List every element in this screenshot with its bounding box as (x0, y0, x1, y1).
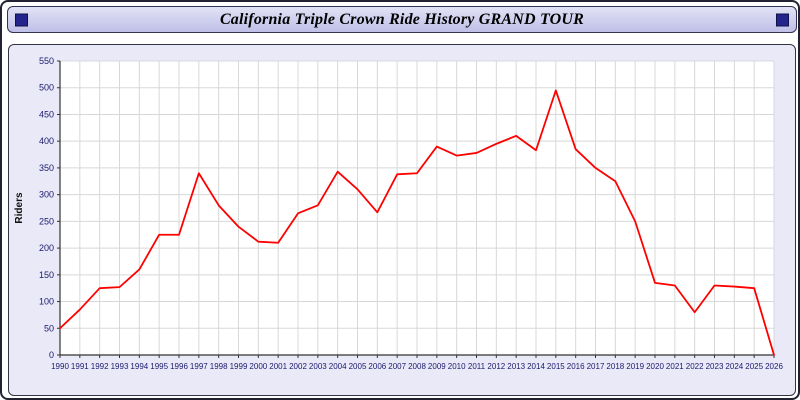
x-tick-label: 1999 (230, 362, 248, 371)
window-titlebar: California Triple Crown Ride History GRA… (7, 6, 797, 33)
x-tick-label: 1997 (190, 362, 208, 371)
x-tick-label: 2023 (706, 362, 724, 371)
x-tick-label: 2018 (606, 362, 624, 371)
x-tick-label: 2002 (289, 362, 307, 371)
y-tick-label: 200 (39, 243, 54, 253)
x-tick-label: 2024 (725, 362, 743, 371)
window-title: California Triple Crown Ride History GRA… (219, 10, 585, 28)
x-tick-label: 1996 (170, 362, 188, 371)
x-tick-label: 2026 (765, 362, 783, 371)
chart-panel: 0 50 100 150 200 250 300 350 400 450 500 550 1990 199… (8, 44, 796, 396)
x-tick-label: 2010 (448, 362, 466, 371)
y-tick-label: 450 (39, 109, 54, 119)
y-tick-label: 550 (39, 56, 54, 66)
x-tick-label: 2001 (269, 362, 287, 371)
x-tick-label: 2015 (547, 362, 565, 371)
riders-series-line (59, 89, 775, 356)
x-tick-label: 2004 (329, 362, 347, 371)
x-tick-label: 2017 (587, 362, 605, 371)
x-tick-label: 2022 (686, 362, 704, 371)
x-tick-label: 2006 (368, 362, 386, 371)
x-tick-label: 1995 (150, 362, 168, 371)
x-tick-label: 2013 (507, 362, 525, 371)
x-tick-label: 1994 (130, 362, 148, 371)
titlebar-right-decoration-icon[interactable] (776, 13, 789, 26)
x-tick-label: 2005 (349, 362, 367, 371)
x-tick-label: 1992 (91, 362, 109, 371)
titlebar-left-decoration-icon[interactable] (15, 13, 28, 26)
x-tick-label: 2007 (388, 362, 406, 371)
y-tick-label: 350 (39, 163, 54, 173)
y-tick-label: 100 (39, 297, 54, 307)
x-tick-label: 2019 (626, 362, 644, 371)
x-tick-label: 2011 (468, 362, 486, 371)
x-tick-label: 1993 (111, 362, 129, 371)
x-tick-label: 2021 (666, 362, 684, 371)
x-tick-label: 2020 (646, 362, 664, 371)
x-tick-label: 1998 (210, 362, 228, 371)
x-tick-label: 1990 (51, 362, 69, 371)
y-tick-label: 400 (39, 136, 54, 146)
x-tick-label: 2014 (527, 362, 545, 371)
x-tick-label: 2025 (745, 362, 763, 371)
x-tick-label: 2003 (309, 362, 327, 371)
x-tick-label: 1991 (71, 362, 89, 371)
x-tick-label: 2009 (428, 362, 446, 371)
x-tick-label: 2012 (487, 362, 505, 371)
x-tick-label: 2016 (567, 362, 585, 371)
y-tick-label: 500 (39, 83, 54, 93)
y-tick-label: 300 (39, 190, 54, 200)
y-tick-label: 150 (39, 270, 54, 280)
y-tick-label: 0 (49, 350, 54, 360)
y-axis-title: Riders (14, 192, 25, 224)
x-tick-label: 2000 (249, 362, 267, 371)
y-tick-label: 250 (39, 216, 54, 226)
y-tick-label: 50 (44, 323, 54, 333)
x-tick-label: 2008 (408, 362, 426, 371)
